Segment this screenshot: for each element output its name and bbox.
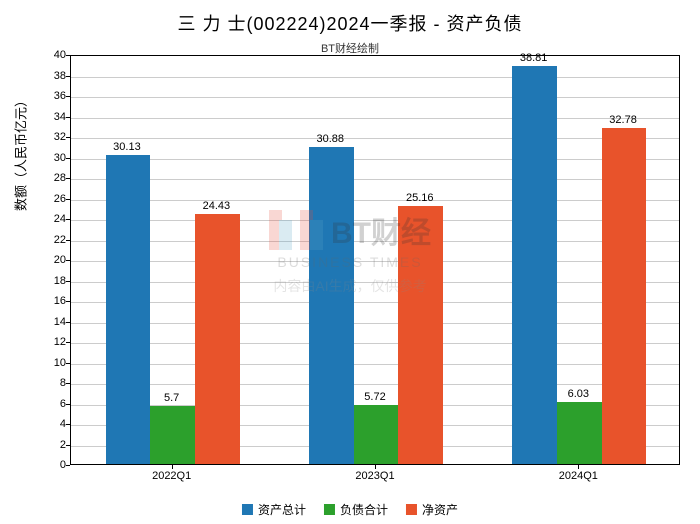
legend-item: 负债合计	[324, 501, 388, 518]
bar	[557, 402, 602, 464]
grid-line	[71, 77, 679, 78]
bar-value-label: 30.88	[317, 133, 345, 145]
bar	[309, 147, 354, 464]
y-tick-label: 8	[36, 377, 66, 389]
bar-value-label: 24.43	[203, 200, 231, 212]
bar	[354, 405, 399, 464]
y-tick-mark	[66, 281, 70, 282]
y-tick-mark	[66, 240, 70, 241]
y-tick-mark	[66, 260, 70, 261]
y-tick-mark	[66, 219, 70, 220]
grid-line	[71, 302, 679, 303]
y-tick-mark	[66, 342, 70, 343]
legend-label: 净资产	[422, 501, 458, 518]
y-tick-label: 2	[36, 439, 66, 451]
grid-line	[71, 200, 679, 201]
y-tick-label: 20	[36, 254, 66, 266]
y-tick-label: 32	[36, 131, 66, 143]
bar-value-label: 5.72	[364, 391, 385, 403]
grid-line	[71, 97, 679, 98]
x-tick-label: 2024Q1	[559, 470, 598, 482]
legend-swatch	[324, 504, 335, 515]
legend-swatch	[242, 504, 253, 515]
grid-line	[71, 261, 679, 262]
bar-value-label: 6.03	[568, 388, 589, 400]
legend-item: 资产总计	[242, 501, 306, 518]
y-tick-label: 14	[36, 316, 66, 328]
x-tick-mark	[172, 465, 173, 469]
legend-item: 净资产	[406, 501, 458, 518]
grid-line	[71, 241, 679, 242]
y-tick-label: 26	[36, 193, 66, 205]
bar	[512, 66, 557, 464]
plot-area	[70, 55, 680, 465]
y-tick-mark	[66, 178, 70, 179]
chart-container: 三 力 士(002224)2024一季报 - 资产负债 BT财经绘制 数额（人民…	[0, 0, 700, 524]
bar	[602, 128, 647, 464]
grid-line	[71, 364, 679, 365]
legend-label: 资产总计	[258, 501, 306, 518]
bar-value-label: 30.13	[113, 141, 141, 153]
chart-title: 三 力 士(002224)2024一季报 - 资产负债	[0, 0, 700, 36]
y-tick-label: 24	[36, 213, 66, 225]
grid-line	[71, 384, 679, 385]
bar	[195, 214, 240, 464]
y-tick-mark	[66, 55, 70, 56]
y-tick-mark	[66, 465, 70, 466]
y-tick-label: 4	[36, 418, 66, 430]
y-tick-label: 38	[36, 70, 66, 82]
grid-line	[71, 179, 679, 180]
y-tick-label: 36	[36, 90, 66, 102]
y-tick-label: 28	[36, 172, 66, 184]
x-tick-label: 2022Q1	[152, 470, 191, 482]
y-tick-mark	[66, 76, 70, 77]
y-tick-label: 34	[36, 111, 66, 123]
y-tick-label: 16	[36, 295, 66, 307]
bar	[398, 206, 443, 464]
y-tick-mark	[66, 117, 70, 118]
grid-line	[71, 220, 679, 221]
legend-label: 负债合计	[340, 501, 388, 518]
bar-value-label: 32.78	[609, 114, 637, 126]
y-tick-mark	[66, 363, 70, 364]
y-tick-mark	[66, 404, 70, 405]
x-tick-mark	[375, 465, 376, 469]
y-tick-label: 12	[36, 336, 66, 348]
y-tick-mark	[66, 424, 70, 425]
bar-value-label: 5.7	[164, 392, 179, 404]
x-tick-mark	[578, 465, 579, 469]
grid-line	[71, 118, 679, 119]
y-tick-mark	[66, 158, 70, 159]
y-tick-mark	[66, 96, 70, 97]
bar-value-label: 38.81	[520, 52, 548, 64]
y-tick-label: 0	[36, 459, 66, 471]
y-tick-label: 10	[36, 357, 66, 369]
y-tick-label: 30	[36, 152, 66, 164]
y-tick-label: 40	[36, 49, 66, 61]
grid-line	[71, 159, 679, 160]
legend: 资产总计 负债合计 净资产	[242, 501, 458, 518]
bar-value-label: 25.16	[406, 192, 434, 204]
bar	[150, 406, 195, 464]
y-tick-mark	[66, 301, 70, 302]
y-tick-label: 6	[36, 398, 66, 410]
y-tick-mark	[66, 445, 70, 446]
y-tick-mark	[66, 137, 70, 138]
grid-line	[71, 343, 679, 344]
y-axis-label: 数额（人民币亿元）	[11, 94, 30, 211]
y-tick-mark	[66, 322, 70, 323]
grid-line	[71, 282, 679, 283]
grid-line	[71, 138, 679, 139]
y-tick-mark	[66, 199, 70, 200]
legend-swatch	[406, 504, 417, 515]
chart-subtitle: BT财经绘制	[0, 40, 700, 56]
bar	[106, 155, 151, 464]
grid-line	[71, 323, 679, 324]
y-tick-label: 22	[36, 234, 66, 246]
x-tick-label: 2023Q1	[355, 470, 394, 482]
y-tick-mark	[66, 383, 70, 384]
y-tick-label: 18	[36, 275, 66, 287]
